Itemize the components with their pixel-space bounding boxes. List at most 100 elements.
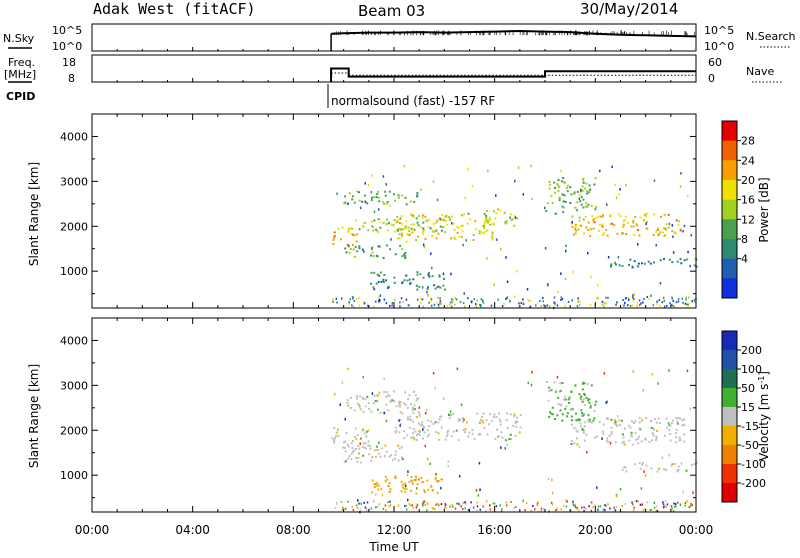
data-cell [664,227,666,230]
data-cell [401,222,403,225]
data-cell [421,216,424,219]
data-cell [365,435,368,438]
colorbar-tick-label: -50 [741,439,759,452]
ground-speckle [454,507,457,510]
data-cell [586,190,589,193]
data-cell [602,432,605,435]
ground-speckle [482,505,484,508]
data-cell [580,196,583,199]
data-cell [418,412,421,415]
ground-speckle [642,509,645,511]
data-cell [373,394,376,397]
data-cell [414,475,417,478]
data-cell [430,420,433,423]
data-cell [344,450,347,453]
ground-speckle [351,505,353,508]
data-cell [564,395,567,398]
data-cell [450,215,453,218]
speckle [397,504,400,507]
data-cell [565,405,568,408]
ground-speckle [421,502,424,505]
speckle [644,474,647,477]
ground-speckle [492,502,494,505]
data-cell [405,203,408,206]
ground-speckle [383,298,386,301]
ground-speckle [422,500,425,503]
speckle [643,470,645,473]
ground-speckle [663,506,665,509]
nave-right-tick-top: 60 [708,56,722,69]
data-cell [421,437,424,440]
data-cell [419,273,422,276]
speckle [358,404,360,407]
data-cell [664,434,667,437]
data-cell [358,447,361,450]
velocity-cbar-label-sup: -1 [757,376,766,384]
data-cell [407,418,409,421]
data-cell [496,435,499,438]
colorbar-tick-label: 50 [741,382,755,395]
data-cell [420,477,423,479]
speckle [375,493,377,496]
speckle [336,502,338,505]
data-cell [463,213,466,216]
data-cell [397,237,400,240]
speckle [513,295,516,298]
data-cell [582,398,585,401]
ground-speckle [489,508,492,511]
data-cell [406,416,409,419]
data-cell [591,215,594,218]
ground-speckle [435,503,437,506]
data-cell [438,274,441,277]
ground-speckle [577,297,579,300]
data-cell [377,196,380,199]
data-cell [638,462,641,464]
data-cell [675,219,678,222]
data-cell [404,490,407,493]
ground-speckle [402,300,404,303]
data-cell [376,482,379,485]
data-cell [393,400,396,403]
data-cell [557,179,560,181]
data-cell [386,229,389,232]
data-cell [346,243,349,246]
ground-speckle [571,299,573,302]
ground-speckle [423,500,426,503]
speckle [565,499,567,502]
data-cell [438,418,441,421]
ground-speckle [649,508,651,511]
data-cell [372,229,375,232]
data-cell [385,450,388,453]
ground-speckle [437,503,440,506]
data-cell [362,454,365,457]
data-cell [400,480,403,483]
data-cell [583,439,586,442]
ground-speckle [688,296,690,299]
data-cell [435,229,438,232]
data-cell [601,223,604,226]
ground-speckle [605,296,607,299]
data-cell [370,410,373,413]
data-cell [585,433,588,436]
time-axis: 00:00 04:00 08:00 12:00 16:00 20:00 00:00 [75,47,713,537]
data-cell [348,455,351,458]
ground-speckle [524,509,526,512]
ground-speckle [641,503,643,506]
data-cell [485,218,488,221]
data-cell [582,218,585,221]
data-cell [347,227,350,230]
data-cell [398,222,401,224]
data-cell [483,226,486,229]
data-cell [480,230,482,233]
data-cell [570,440,573,442]
ground-speckle [626,304,629,307]
data-cell [583,382,586,385]
data-cell [410,403,412,405]
ground-speckle [575,507,578,510]
speckle [582,381,584,385]
data-cell [561,205,564,208]
data-cell [417,410,420,413]
data-cell [679,228,682,231]
data-cell [356,397,358,400]
velocity-panel-frame [91,317,697,513]
